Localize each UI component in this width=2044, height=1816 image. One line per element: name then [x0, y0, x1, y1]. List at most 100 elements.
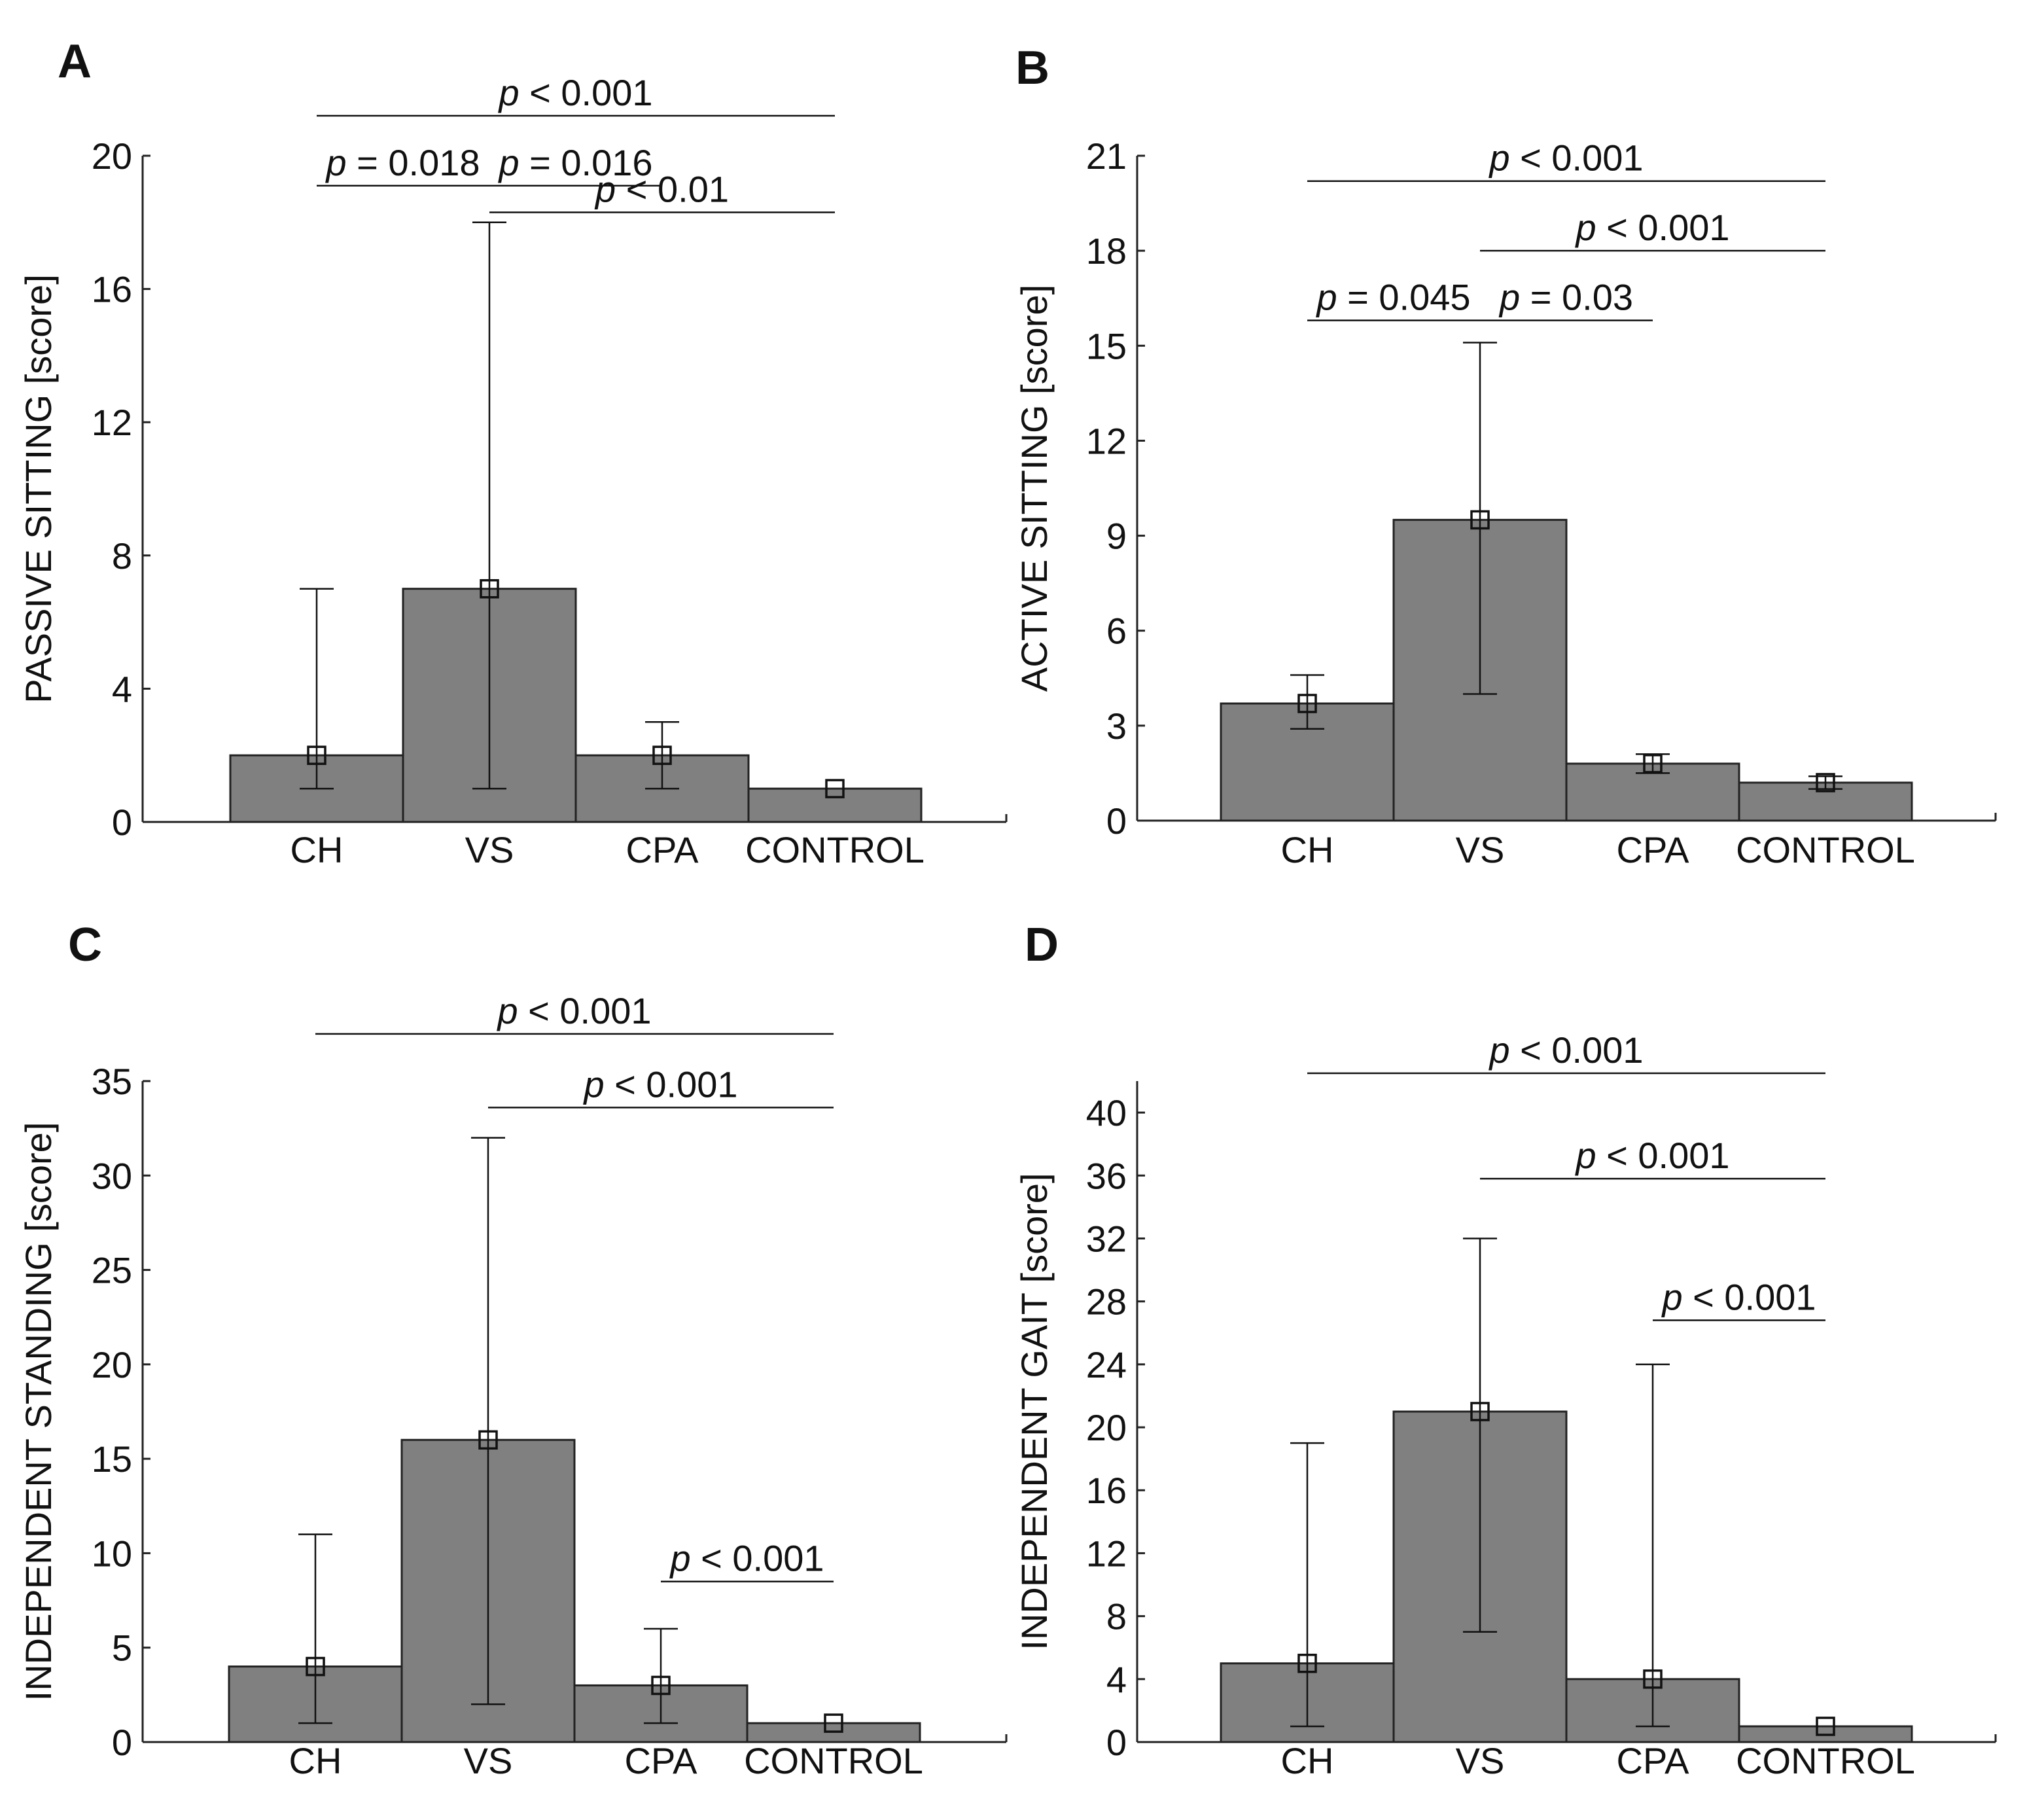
panel-b-xtick-label-vs: VS	[1456, 829, 1505, 870]
panel-b-sig-value-2: = 0.045	[1337, 277, 1471, 318]
panel-d-xtick-label-ch: CH	[1281, 1740, 1334, 1781]
panel-b-xtick-label-ch: CH	[1281, 829, 1334, 870]
panel-b-sig-value-1: < 0.001	[1596, 207, 1730, 248]
panel-b-sig-value-0: < 0.001	[1510, 137, 1644, 179]
panel-c-median-marker-ch	[306, 1656, 325, 1677]
panel-b-ytick-label-0: 0	[1106, 800, 1127, 842]
panel-c-sig-value-2: < 0.001	[691, 1538, 824, 1579]
panel-a-bar-control	[747, 787, 923, 823]
panel-b-sig-label-0: p < 0.001	[1488, 137, 1643, 179]
panel-a-sig-value-2: = 0.016	[520, 142, 653, 183]
panel-d-ytick-label-16: 16	[1086, 1470, 1127, 1511]
panel-b-ytick-label-3: 3	[1106, 705, 1127, 747]
panel-c-ytick-label-10: 10	[92, 1533, 132, 1574]
panel-b-xtick-label-cpa: CPA	[1617, 829, 1690, 870]
panel-b-ytick-label-15: 15	[1086, 325, 1127, 366]
panel-c-sig-pvar-0: p	[496, 990, 518, 1031]
panel-d-ylabel: INDEPENDENT GAIT [score]	[1013, 1173, 1055, 1650]
panel-b-sig-pvar-3: p	[1498, 277, 1520, 318]
panel-a: A 0 4 8 12 16 20 CH VS CPA CONTROL PASSIVE SITTING …	[18, 35, 1008, 870]
panel-a-ytick-label-8: 8	[112, 535, 132, 577]
panel-a-sig-value-1: = 0.018	[347, 142, 480, 183]
panel-c-median-marker-vs	[478, 1430, 498, 1450]
panel-b-letter: B	[1015, 42, 1049, 94]
panel-c: C 0 5 10 15 20 25 30 35 CH VS CPA CONTROL INDEPENDENT…	[18, 919, 1008, 1781]
panel-a-sig-value-3: < 0.01	[616, 169, 729, 210]
panel-d-ytick-label-36: 36	[1086, 1155, 1127, 1196]
panel-c-sig-pvar-1: p	[582, 1063, 604, 1105]
panel-a-sig-label-3: p < 0.01	[594, 169, 729, 210]
panel-d-sig-label-1: p < 0.001	[1574, 1135, 1729, 1176]
panel-a-sig-value-0: < 0.001	[520, 72, 653, 113]
panel-a-median-marker-vs	[480, 579, 499, 599]
panel-d-median-marker-cpa	[1643, 1669, 1663, 1689]
panel-b-sig-label-2: p = 0.045	[1315, 277, 1470, 318]
panel-a-xtick-label-control: CONTROL	[745, 829, 925, 870]
panel-b-median-marker-ch	[1297, 694, 1317, 713]
panel-d-sig-label-0: p < 0.001	[1488, 1029, 1643, 1071]
panel-c-xtick-label-cpa: CPA	[625, 1740, 698, 1781]
panel-a-sig-pvar-0: p	[497, 72, 519, 113]
panel-d-sig-pvar-1: p	[1574, 1135, 1596, 1176]
panel-a-xtick-label-ch: CH	[291, 829, 344, 870]
panel-d: D 0 4 8 12 16 20 24 28 32 36 40 CH VS CPA CONTROL INDEPE…	[1013, 919, 1997, 1781]
panel-b-ytick-label-12: 12	[1086, 420, 1127, 461]
panel-a-xtick-label-vs: VS	[465, 829, 514, 870]
panel-b-sig-pvar-1: p	[1574, 207, 1596, 248]
panel-b-median-marker-control	[1816, 773, 1835, 792]
panel-c-sig-value-0: < 0.001	[518, 990, 652, 1031]
panel-b: B 0 3 6 9 12 15 18 21 CH VS CPA CONTROL ACTIVE SITTIN…	[1013, 42, 1997, 870]
panel-b-ytick-label-18: 18	[1086, 230, 1127, 272]
panel-a-ytick-label-16: 16	[92, 269, 132, 310]
panel-a-sig-label-0: p < 0.001	[497, 72, 652, 113]
panel-d-ytick-label-40: 40	[1086, 1092, 1127, 1133]
panel-b-ytick-label-6: 6	[1106, 611, 1127, 652]
panel-c-median-marker-control	[824, 1713, 843, 1733]
panel-d-ytick-label-24: 24	[1086, 1344, 1127, 1385]
panel-c-ytick-label-5: 5	[112, 1628, 132, 1669]
panel-a-median-marker-control	[825, 779, 845, 798]
panel-a-sig-label-2: p = 0.016	[497, 142, 652, 183]
panel-d-ytick-label-12: 12	[1086, 1533, 1127, 1574]
panel-b-ytick-label-9: 9	[1106, 516, 1127, 557]
panel-c-ylabel: INDEPENDENT STANDING [score]	[18, 1122, 59, 1701]
panel-d-median-marker-ch	[1297, 1654, 1317, 1673]
panel-d-sig-pvar-2: p	[1661, 1277, 1682, 1318]
panel-d-sig-value-2: < 0.001	[1683, 1277, 1816, 1318]
panel-d-median-marker-control	[1816, 1717, 1835, 1736]
panel-d-ytick-label-32: 32	[1086, 1218, 1127, 1259]
panel-a-median-marker-cpa	[652, 745, 672, 765]
panel-c-ytick-label-25: 25	[92, 1250, 132, 1291]
panel-a-sig-pvar-3: p	[594, 169, 616, 210]
panel-c-sig-label-1: p < 0.001	[582, 1063, 737, 1105]
panel-c-sig-label-0: p < 0.001	[496, 990, 651, 1031]
panel-c-xtick-label-vs: VS	[464, 1740, 513, 1781]
panel-d-sig-value-1: < 0.001	[1596, 1135, 1730, 1176]
panel-c-ytick-label-15: 15	[92, 1438, 132, 1480]
panel-c-ytick-label-0: 0	[112, 1722, 132, 1763]
panel-d-ytick-label-20: 20	[1086, 1407, 1127, 1448]
panel-b-ytick-label-21: 21	[1086, 135, 1127, 177]
panel-c-median-marker-cpa	[651, 1675, 671, 1696]
panel-a-sig-label-1: p = 0.018	[325, 142, 480, 183]
panel-b-sig-label-1: p < 0.001	[1574, 207, 1729, 248]
panel-a-letter: A	[58, 35, 92, 88]
panel-c-ytick-label-20: 20	[92, 1344, 132, 1385]
panel-c-sig-label-2: p < 0.001	[669, 1538, 824, 1579]
panel-d-ytick-label-0: 0	[1106, 1722, 1127, 1763]
panel-d-xtick-label-vs: VS	[1456, 1740, 1505, 1781]
panel-d-letter: D	[1025, 919, 1059, 971]
panel-a-xtick-label-cpa: CPA	[626, 829, 699, 870]
panel-d-ytick-label-4: 4	[1106, 1659, 1127, 1700]
panel-a-sig-pvar-1: p	[325, 142, 346, 183]
panel-d-sig-value-0: < 0.001	[1510, 1029, 1644, 1071]
panel-b-sig-value-3: = 0.03	[1520, 277, 1633, 318]
panel-a-ytick-label-12: 12	[92, 402, 132, 443]
panel-b-sig-label-3: p = 0.03	[1498, 277, 1633, 318]
panel-b-sig-pvar-0: p	[1488, 137, 1509, 179]
panel-b-median-marker-vs	[1470, 510, 1490, 530]
panel-d-sig-pvar-0: p	[1488, 1029, 1509, 1071]
panel-c-ytick-label-35: 35	[92, 1061, 132, 1102]
panel-b-median-marker-cpa	[1643, 754, 1663, 774]
